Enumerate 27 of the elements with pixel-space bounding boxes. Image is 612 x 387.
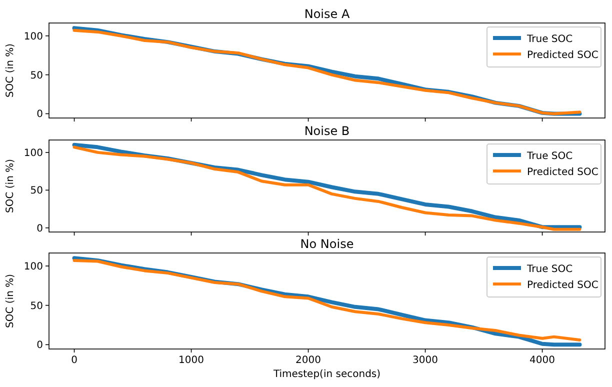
chart-title: Noise B: [304, 124, 350, 138]
y-axis-title: SOC (in %): [5, 43, 16, 98]
y-tick-label: 100: [24, 31, 43, 42]
legend-label: Predicted SOC: [527, 167, 598, 178]
legend-label: True SOC: [526, 151, 573, 162]
legend-label: Predicted SOC: [527, 280, 598, 291]
y-tick-label: 0: [36, 109, 43, 120]
y-tick-label: 50: [30, 186, 43, 197]
y-tick-label: 0: [36, 340, 43, 352]
legend-label: True SOC: [526, 264, 573, 275]
legend-label: True SOC: [526, 34, 573, 45]
x-tick-label: 3000: [412, 355, 438, 366]
y-tick-label: 50: [30, 300, 43, 312]
chart-title: No Noise: [300, 237, 354, 251]
y-tick-label: 50: [30, 70, 43, 82]
legend-label: Predicted SOC: [527, 50, 598, 61]
x-tick-label: 1000: [178, 355, 204, 366]
y-tick-label: 100: [24, 148, 43, 159]
x-axis-title: Timestep(in seconds): [272, 369, 381, 380]
x-tick-label: 4000: [530, 355, 556, 366]
y-axis-title: SOC (in %): [5, 274, 16, 328]
y-tick-label: 0: [36, 223, 43, 234]
y-axis-title: SOC (in %): [5, 158, 16, 213]
chart-title: Noise A: [304, 7, 350, 21]
y-tick-label: 100: [24, 261, 43, 272]
x-tick-label: 0: [71, 355, 78, 366]
x-tick-label: 2000: [296, 355, 322, 366]
